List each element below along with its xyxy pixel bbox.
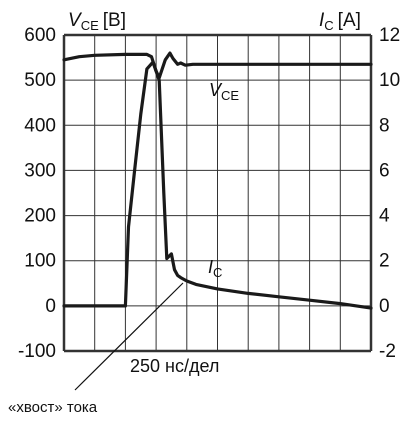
left-tick-label: 400 [24, 115, 56, 136]
left-tick-label: 100 [24, 251, 56, 272]
left-tick-label: 600 [24, 25, 56, 46]
chart-series [62, 51, 373, 310]
left-tick-label: -100 [18, 341, 56, 362]
right-tick-label: 8 [379, 115, 390, 136]
series-line-ic [62, 60, 373, 310]
right-axis-label: IC [A] [319, 10, 361, 33]
chart-ticks: 600 500 400 300 200 100 0 -100 12 10 8 6 4 2 0 -2 [18, 25, 400, 362]
right-tick-label: 0 [379, 296, 390, 317]
right-tick-label: 12 [379, 25, 400, 46]
left-axis-label: VCE [B] [68, 10, 126, 33]
annotation-tail-label: «хвост» тока [8, 399, 98, 416]
right-tick-label: 6 [379, 160, 390, 181]
annotation-arrow [74, 282, 184, 391]
x-axis-label: 250 нс/дел [130, 356, 219, 376]
right-tick-label: -2 [379, 341, 396, 362]
right-tick-label: 10 [379, 70, 400, 91]
right-tick-label: 4 [379, 206, 390, 227]
right-tick-label: 2 [379, 251, 390, 272]
series-line-vce [62, 51, 373, 80]
left-tick-label: 300 [24, 160, 56, 181]
left-tick-label: 200 [24, 206, 56, 227]
series-label-ic: IC [208, 257, 222, 280]
series-label-vce: VCE [209, 80, 239, 103]
left-tick-label: 0 [45, 296, 56, 317]
left-tick-label: 500 [24, 70, 56, 91]
